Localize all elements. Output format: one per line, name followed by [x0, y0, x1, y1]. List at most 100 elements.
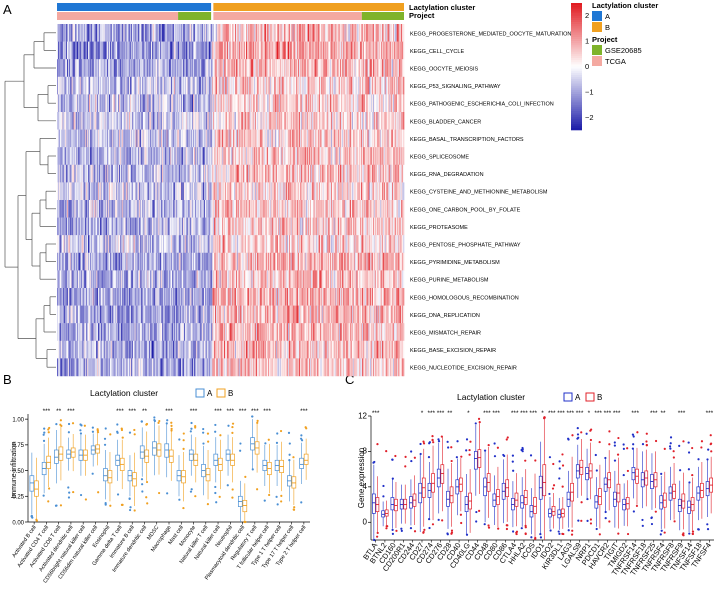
heat-cell — [120, 94, 122, 113]
heat-cell — [263, 59, 265, 77]
heat-cell — [398, 59, 400, 77]
heat-cell — [178, 94, 180, 113]
heat-cell — [304, 59, 306, 77]
heat-cell — [357, 217, 359, 236]
heat-cell — [293, 59, 295, 77]
heat-cell — [227, 164, 230, 183]
heat-cell — [295, 147, 297, 165]
heat-cell — [312, 182, 314, 201]
heat-cell — [64, 147, 66, 165]
heat-cell — [125, 235, 127, 253]
heat-cell — [94, 76, 96, 95]
heat-cell — [378, 129, 380, 148]
heat-cell — [221, 182, 223, 201]
heat-cell — [169, 182, 171, 201]
heat-cell — [130, 217, 132, 236]
heat-cell — [338, 59, 340, 77]
heat-cell — [307, 182, 309, 201]
heat-cell — [108, 129, 110, 148]
heat-cell — [371, 76, 373, 95]
heat-cell — [256, 59, 258, 77]
heat-cell — [337, 129, 339, 148]
heat-cell — [118, 182, 120, 201]
heat-cell — [305, 76, 307, 95]
heat-cell — [336, 217, 338, 236]
heat-cell — [103, 129, 105, 148]
heat-cell — [146, 112, 148, 130]
heat-cell — [88, 182, 91, 201]
heat-cell — [387, 112, 389, 130]
heat-cell — [78, 182, 81, 201]
heat-cell — [262, 59, 264, 77]
heat-cell — [304, 147, 306, 165]
heat-cell — [152, 164, 155, 183]
heat-cell — [344, 182, 346, 201]
heat-cell — [354, 129, 356, 148]
heat-cell — [317, 76, 319, 95]
heat-cell — [295, 164, 297, 183]
heat-cell — [136, 200, 138, 218]
heat-cell — [374, 147, 377, 165]
heat-cell — [398, 41, 400, 60]
heat-cell — [83, 94, 85, 113]
heat-cell — [369, 129, 371, 148]
heat-cell — [361, 94, 364, 113]
heat-cell — [322, 129, 324, 148]
heat-cell — [120, 235, 122, 253]
heat-cell — [227, 217, 230, 236]
heat-cell — [277, 59, 279, 77]
heat-cell — [174, 76, 177, 95]
heat-cell — [166, 112, 168, 130]
heat-cell — [242, 112, 244, 130]
heat-cell — [64, 164, 66, 183]
heat-cell — [77, 217, 79, 236]
heat-cell — [189, 182, 191, 201]
heat-cell — [156, 200, 158, 218]
heat-cell — [99, 41, 102, 60]
heat-cell — [79, 76, 82, 95]
heat-cell — [319, 76, 321, 95]
heat-cell — [299, 182, 302, 201]
heat-cell — [253, 164, 255, 183]
heat-cell — [333, 76, 335, 95]
heat-cell — [321, 112, 324, 130]
heat-cell — [178, 164, 180, 183]
heat-cell — [342, 200, 345, 218]
heat-cell — [277, 147, 279, 165]
heat-cell — [330, 76, 332, 95]
heat-cell — [78, 24, 80, 42]
heat-cell — [149, 182, 151, 201]
heat-cell — [316, 217, 318, 236]
heat-cell — [119, 147, 121, 165]
heat-cell — [351, 235, 353, 253]
heat-cell — [271, 164, 273, 183]
heat-cell — [149, 24, 151, 42]
heat-cell — [155, 129, 157, 148]
heat-cell — [251, 59, 253, 77]
heat-cell — [302, 76, 304, 95]
heat-cell — [235, 94, 238, 113]
heat-cell — [341, 76, 344, 95]
heat-cell — [217, 182, 219, 201]
heat-cell — [166, 147, 168, 165]
heat-cell — [278, 59, 281, 77]
heat-cell — [72, 164, 74, 183]
heat-cell — [129, 112, 131, 130]
heat-cell — [150, 129, 152, 148]
heat-cell — [330, 164, 333, 183]
heat-cell — [338, 217, 340, 236]
heat-cell — [86, 235, 88, 253]
heat-cell — [360, 112, 362, 130]
heat-cell — [281, 164, 283, 183]
heat-cell — [301, 200, 303, 218]
heat-cell — [62, 182, 64, 201]
heat-cell — [281, 59, 283, 77]
heat-cell — [381, 200, 383, 218]
heat-cell — [58, 164, 61, 183]
heat-cell — [198, 217, 200, 236]
heat-cell — [105, 76, 107, 95]
heat-cell — [110, 129, 113, 148]
heat-cell — [80, 59, 82, 77]
heat-cell — [356, 129, 358, 148]
heat-cell — [123, 112, 125, 130]
